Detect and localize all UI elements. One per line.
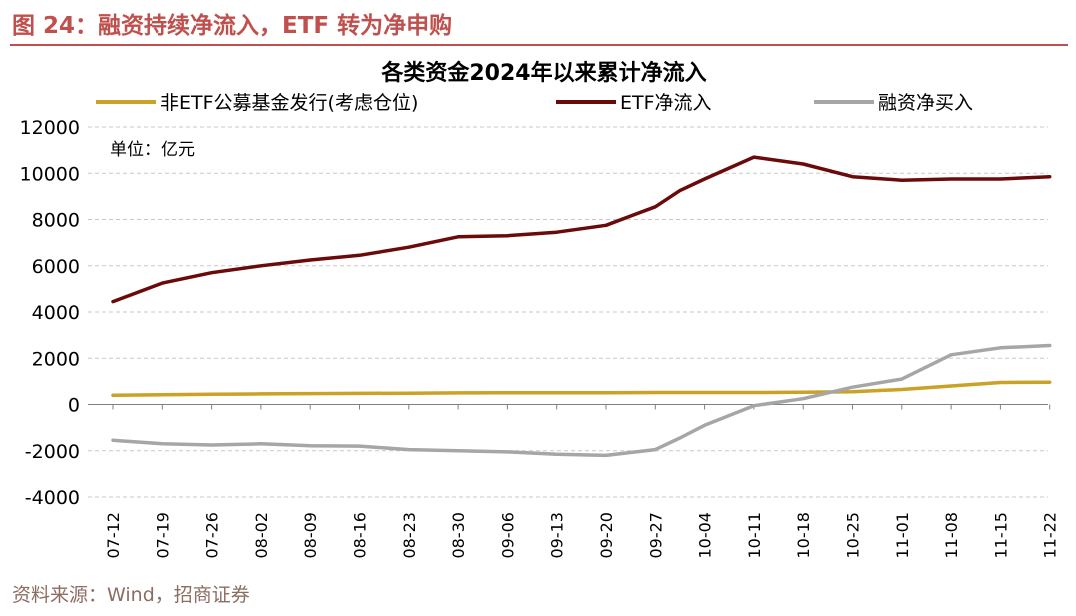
y-tick-label: 0 [68, 395, 80, 417]
x-tick-label: 10-25 [844, 512, 863, 559]
y-tick-label: -2000 [25, 441, 80, 463]
y-tick-label: 8000 [32, 210, 80, 232]
chart-title: 各类资金2024年以来累计净流入 [380, 60, 706, 86]
gridlines [88, 126, 1048, 498]
y-tick-label: 10000 [20, 163, 80, 185]
series-line-3 [111, 343, 1052, 458]
series-line-1 [111, 380, 1052, 398]
x-tick-label: 08-23 [400, 512, 419, 559]
x-tick-label: 09-06 [498, 512, 517, 559]
x-tick-label: 07-26 [203, 512, 222, 559]
x-tick-label: 08-16 [351, 512, 370, 559]
x-tick-label: 11-22 [1041, 512, 1060, 559]
x-tick-label: 11-01 [893, 512, 912, 559]
y-tick-label: 6000 [32, 256, 80, 278]
x-tick-label: 07-19 [153, 512, 172, 559]
x-tick-label: 07-12 [104, 512, 123, 559]
y-tick-label: 2000 [32, 348, 80, 370]
legend-label-1: 非ETF公募基金发行(考虑仓位) [160, 92, 418, 114]
y-axis: 12000 10000 8000 6000 4000 2000 0 -2000 -4000 [20, 117, 80, 509]
x-tick-label: 08-30 [449, 512, 468, 559]
x-tick-label: 11-15 [991, 512, 1010, 559]
x-tick-label: 09-20 [597, 512, 616, 559]
x-tick-label: 09-27 [646, 512, 665, 559]
x-tick-label: 09-13 [548, 512, 567, 559]
figure-title: 图 24：融资持续净流入，ETF 转为净申购 [12, 13, 453, 39]
title-rule [10, 44, 1068, 46]
source-note: 资料来源：Wind，招商证券 [12, 584, 250, 606]
x-axis: 07-12 07-19 07-26 08-02 08-09 08-16 08-23 08-30… [88, 404, 1060, 559]
x-tick-label: 10-18 [794, 512, 813, 559]
legend-label-3: 融资净买入 [878, 92, 973, 114]
x-tick-label: 10-11 [745, 512, 764, 559]
y-tick-label: -4000 [25, 487, 80, 509]
y-tick-label: 4000 [32, 302, 80, 324]
x-tick-label: 08-02 [252, 512, 271, 559]
y-tick-label: 12000 [20, 117, 80, 139]
series-line-2 [111, 155, 1052, 304]
unit-label: 单位：亿元 [110, 140, 195, 160]
x-tick-label: 08-09 [301, 512, 320, 559]
x-tick-label: 10-04 [696, 512, 715, 559]
series-lines [111, 155, 1052, 458]
legend: 非ETF公募基金发行(考虑仓位) ETF净流入 融资净买入 [96, 92, 973, 114]
legend-label-2: ETF净流入 [620, 92, 712, 114]
x-tick-label: 11-08 [942, 512, 961, 559]
